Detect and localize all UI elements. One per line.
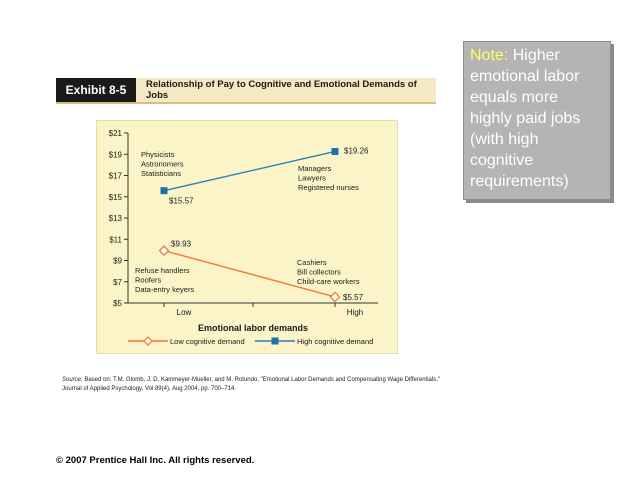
note-text: Higher emotional labor equals more highl… [470, 47, 581, 190]
y-tick-label: $21 [109, 129, 123, 138]
y-tick-label: $15 [109, 193, 123, 202]
point-low-cognitive [329, 291, 341, 303]
exhibit-title: Relationship of Pay to Cognitive and Emo… [136, 78, 436, 102]
data-value-label: $19.26 [344, 146, 369, 155]
value-labels: $15.57 $19.26 $9.93 $5.57 [169, 146, 369, 301]
note-label: Note: [470, 47, 509, 64]
source-label: Source: [62, 377, 83, 383]
y-tick-label: $5 [113, 299, 122, 308]
occupation-label: Roofers [135, 276, 162, 285]
copyright-notice: © 2007 Prentice Hall Inc. All rights res… [56, 455, 255, 466]
occupation-label: Statisticians [141, 169, 181, 178]
y-tick-label: $9 [113, 257, 122, 266]
x-tick-label: High [347, 308, 363, 317]
occupation-label: Astronomers [141, 160, 184, 169]
exhibit-header: Exhibit 8-5 Relationship of Pay to Cogni… [56, 78, 436, 104]
series-line-high-cognitive [163, 150, 336, 192]
series-layer [158, 147, 341, 303]
y-tick-label: $13 [109, 214, 123, 223]
x-tick-label: Low [177, 308, 192, 317]
occupation-label: Bill collectors [297, 268, 341, 277]
point-low-cognitive [158, 245, 170, 257]
x-axis-title: Emotional labor demands [198, 323, 308, 333]
occupation-label: Physicists [141, 150, 175, 159]
exhibit-tag: Exhibit 8-5 [56, 78, 136, 102]
y-tick-label: $11 [109, 235, 122, 244]
note-callout: Note: Higher emotional labor equals more… [463, 41, 611, 200]
series-line-low-cognitive [163, 249, 336, 298]
occupation-label: Refuse handlers [135, 266, 190, 275]
legend-label-low-cognitive: Low cognitive demand [170, 337, 245, 346]
occupation-label: Registered nurses [298, 183, 359, 192]
plot-panel [96, 120, 398, 354]
y-ticks: $5 $7 $9 $11 $13 $15 $17 $19 $21 [109, 129, 128, 308]
legend-marker-square [271, 337, 279, 345]
legend-marker-diamond [143, 336, 153, 346]
occupation-label: Managers [298, 164, 332, 173]
point-high-cognitive [331, 147, 339, 155]
y-tick-label: $7 [113, 278, 122, 287]
legend: Low cognitive demand High cognitive deman… [128, 336, 373, 346]
source-note: Source: Based on: T.M. Glomb, J. D. Kamm… [62, 376, 442, 394]
legend-label-high-cognitive: High cognitive demand [297, 337, 373, 346]
data-value-label: $15.57 [169, 197, 194, 206]
x-ticks: Low High [163, 303, 363, 317]
point-high-cognitive [160, 187, 168, 195]
y-tick-label: $17 [109, 172, 123, 181]
source-text: Based on: T.M. Glomb, J. D. Kammeyer-Mue… [62, 377, 441, 392]
data-value-label: $5.57 [343, 293, 364, 302]
data-value-label: $9.93 [171, 240, 192, 249]
occupation-label: Lawyers [298, 174, 326, 183]
occupation-label: Child-care workers [297, 277, 360, 286]
occupation-label: Cashiers [297, 258, 327, 267]
occupation-label: Data-entry keyers [135, 285, 194, 294]
y-tick-label: $19 [109, 150, 123, 159]
